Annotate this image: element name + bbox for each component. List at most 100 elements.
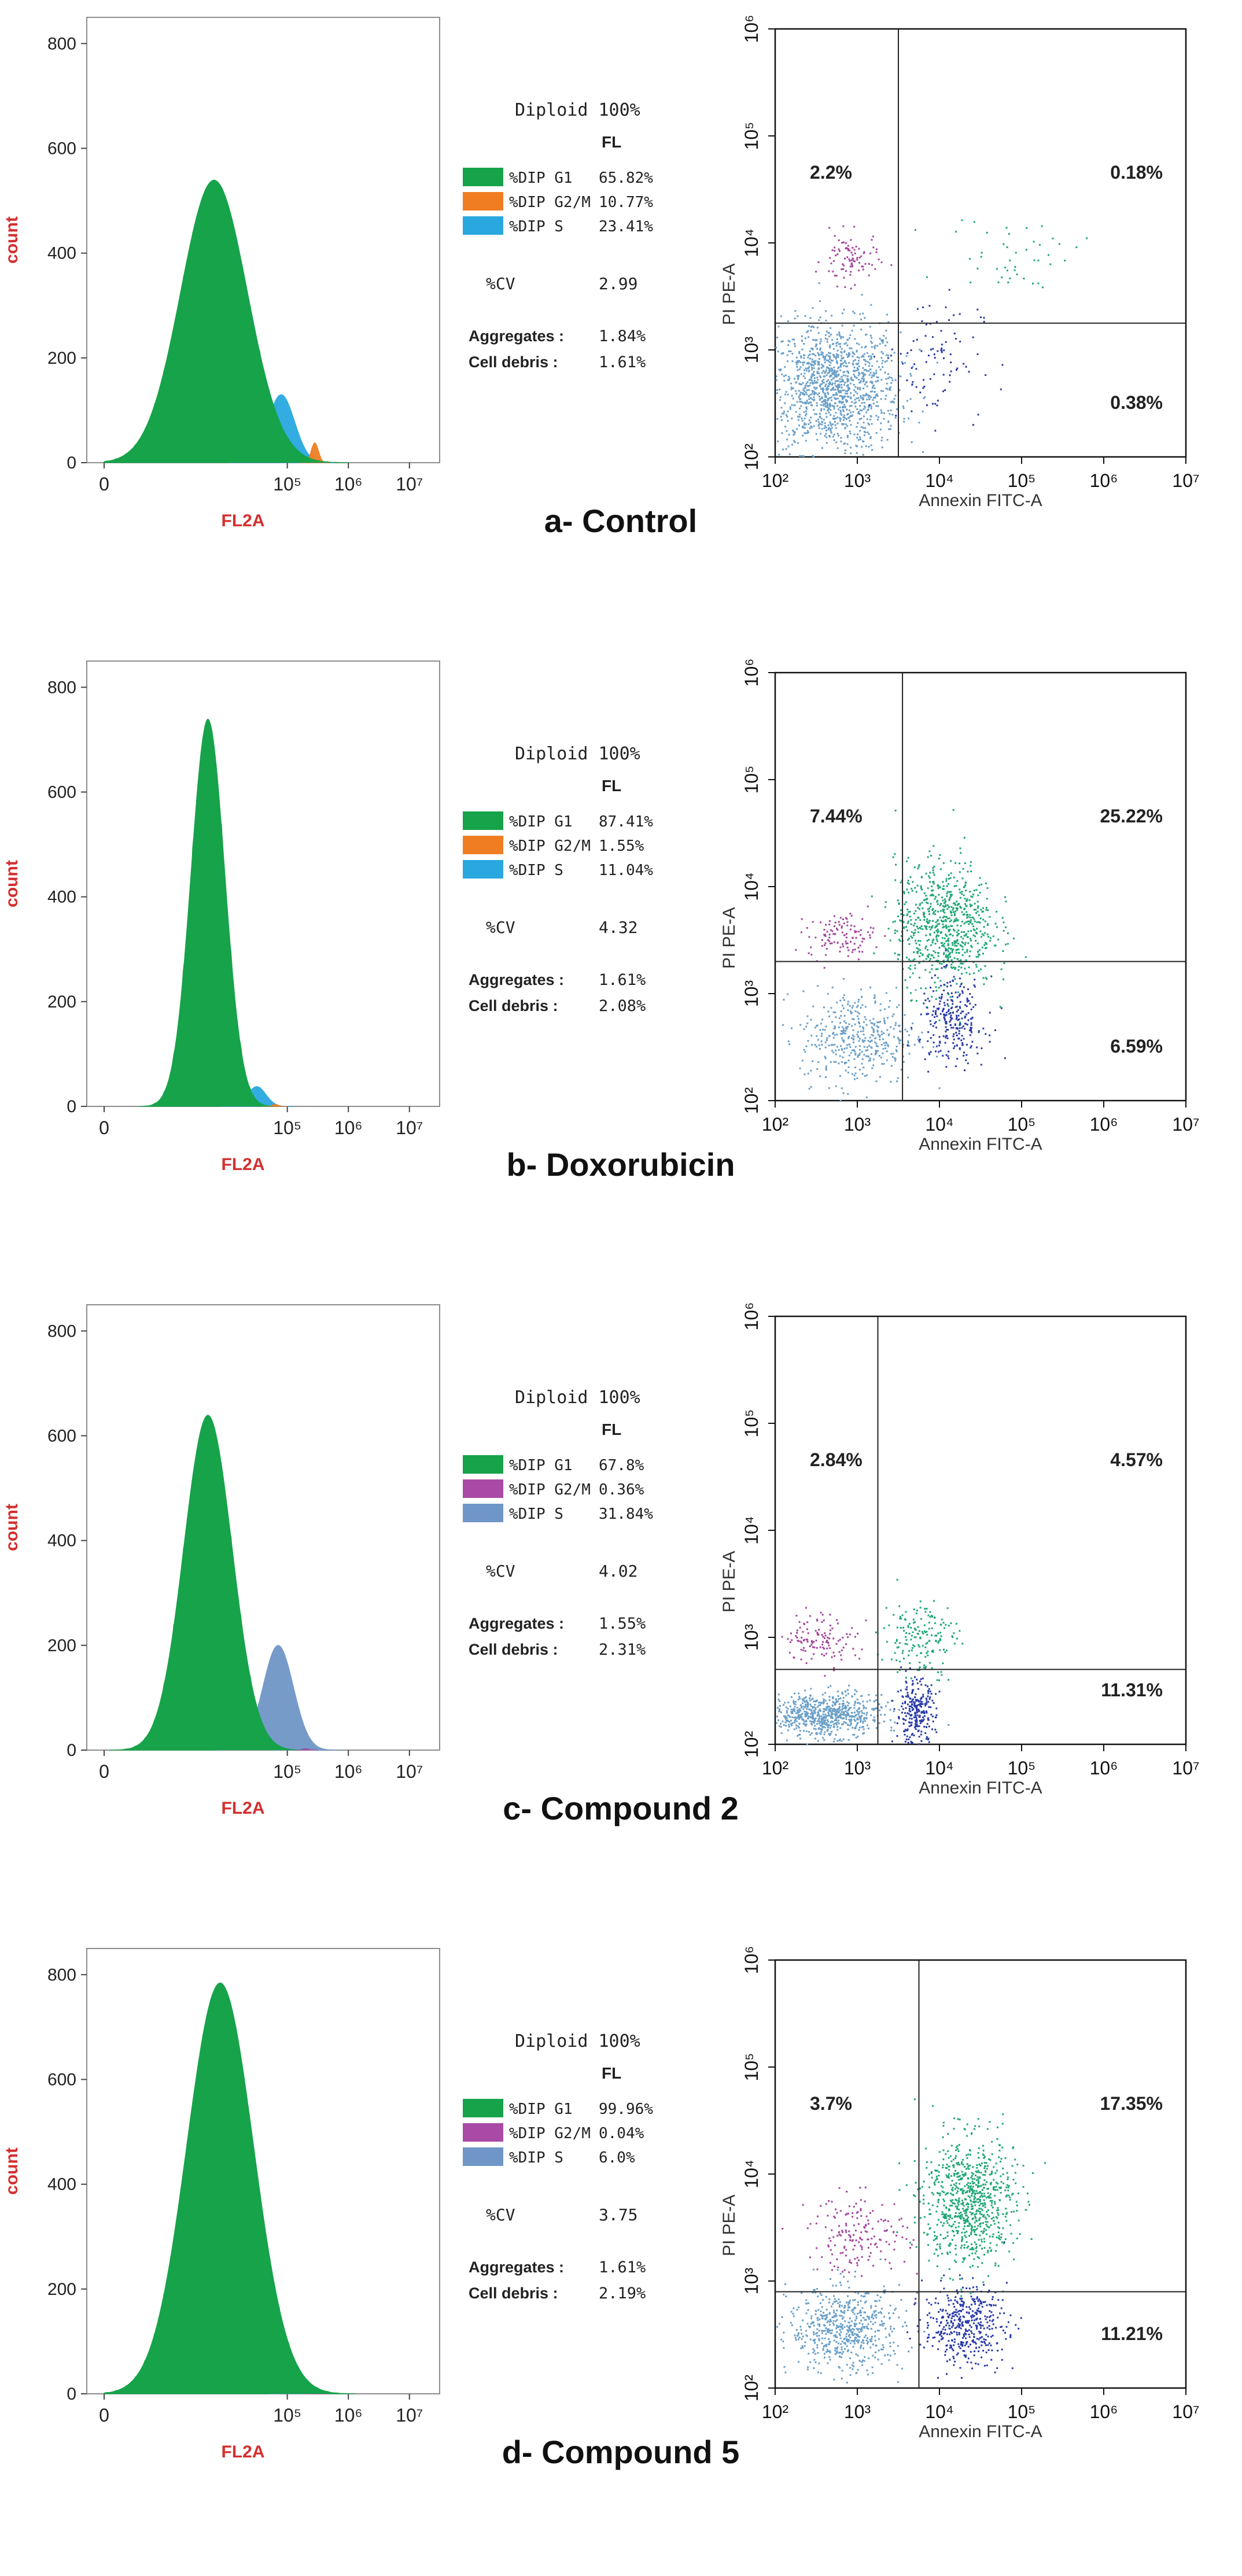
- scatter-point: [850, 396, 852, 398]
- scatter-point: [823, 399, 825, 401]
- scatter-point: [853, 943, 856, 945]
- scatter-point: [926, 276, 928, 278]
- scatter-point: [847, 380, 850, 382]
- scatter-point: [920, 925, 923, 927]
- scatter-point: [862, 2326, 864, 2328]
- scatter-point: [800, 1648, 802, 1651]
- scatter-point: [794, 1701, 797, 1703]
- scatter-point: [908, 1633, 911, 1634]
- scatter-point: [915, 1700, 917, 1702]
- scatter-point: [968, 966, 970, 969]
- scatter-point: [895, 1049, 897, 1051]
- scatter-point: [797, 1725, 799, 1728]
- scatter-point: [823, 427, 825, 429]
- scatter-point: [799, 455, 801, 457]
- histogram-x-tick-label: 10⁵: [273, 1761, 301, 1782]
- scatter-point: [836, 375, 838, 378]
- scatter-point: [958, 1038, 960, 1039]
- scatter-point: [1005, 943, 1007, 946]
- scatter-point: [972, 928, 975, 931]
- scatter-point: [847, 2349, 849, 2351]
- scatter-point: [821, 390, 824, 392]
- scatter-point: [870, 1053, 872, 1055]
- scatter-point: [868, 362, 871, 364]
- scatter-point: [864, 363, 867, 366]
- scatter-point: [934, 357, 936, 359]
- scatter-point: [970, 1027, 972, 1029]
- scatter-point: [904, 1618, 906, 1621]
- scatter-point: [905, 901, 907, 903]
- scatter-point: [825, 2333, 827, 2335]
- scatter-point: [881, 1062, 883, 1065]
- scatter-point: [825, 1039, 828, 1041]
- scatter-point: [917, 948, 920, 950]
- scatter-point: [838, 366, 840, 368]
- scatter-point: [911, 1718, 913, 1720]
- scatter-point: [917, 1633, 919, 1635]
- scatter-point: [880, 379, 883, 381]
- scatter-point: [879, 2296, 882, 2298]
- scatter-point: [847, 1728, 849, 1730]
- scatter-point: [839, 950, 841, 953]
- scatter-point: [918, 1736, 920, 1738]
- scatter-point: [961, 954, 964, 956]
- scatter-point: [852, 1018, 854, 1020]
- scatter-point: [787, 393, 789, 396]
- scatter-y-tick-label: 10⁶: [741, 1302, 762, 1331]
- scatter-point: [901, 1614, 904, 1617]
- scatter-point: [802, 990, 805, 992]
- scatter-point: [841, 1708, 843, 1710]
- scatter-point: [961, 893, 963, 895]
- scatter-point: [928, 959, 931, 962]
- scatter-point: [821, 353, 823, 356]
- scatter-point: [927, 908, 929, 910]
- scatter-point: [814, 1725, 816, 1727]
- scatter-point: [934, 1634, 937, 1637]
- scatter-point: [872, 927, 875, 929]
- scatter-point: [838, 1707, 841, 1710]
- scatter-point: [857, 386, 859, 389]
- scatter-point: [922, 306, 924, 308]
- scatter-x-tick-label: 10⁷: [1172, 2401, 1199, 2422]
- scatter-point: [948, 899, 950, 901]
- scatter-point: [919, 904, 921, 906]
- scatter-point: [956, 939, 959, 941]
- scatter-point: [820, 2294, 823, 2296]
- scatter-point: [854, 338, 856, 340]
- scatter-point: [950, 919, 952, 921]
- scatter-point: [831, 1712, 833, 1714]
- scatter-point: [832, 418, 834, 420]
- scatter-point: [821, 420, 823, 423]
- scatter-point: [826, 402, 828, 404]
- scatter-point: [839, 917, 842, 919]
- scatter-point: [956, 880, 959, 882]
- scatter-point: [857, 387, 859, 390]
- scatter-point: [798, 1711, 801, 1713]
- scatter-point: [803, 354, 805, 356]
- scatter-point: [944, 911, 946, 914]
- scatter-point: [828, 1035, 831, 1037]
- scatter-point: [832, 342, 835, 345]
- scatter-point: [856, 367, 858, 369]
- scatter-point: [953, 1045, 956, 1047]
- scatter-point: [840, 2343, 842, 2345]
- histogram-y-tick-label: 600: [47, 1426, 76, 1445]
- scatter-point: [833, 1028, 835, 1030]
- scatter-point: [913, 1734, 915, 1737]
- scatter-point: [933, 373, 935, 375]
- scatter-point: [869, 419, 871, 420]
- scatter-point: [812, 1005, 815, 1007]
- scatter-point: [798, 360, 801, 362]
- scatter-point: [923, 1630, 926, 1633]
- scatter-point: [917, 1036, 920, 1038]
- scatter-point: [954, 231, 957, 233]
- scatter-point: [843, 994, 845, 997]
- scatter-point: [827, 332, 830, 334]
- scatter-point: [914, 1726, 916, 1729]
- scatter-point: [825, 1076, 827, 1078]
- scatter-point: [826, 367, 828, 369]
- scatter-point: [844, 1691, 846, 1693]
- scatter-point: [887, 2354, 889, 2356]
- scatter-point: [818, 1720, 820, 1722]
- scatter-point: [815, 1737, 816, 1740]
